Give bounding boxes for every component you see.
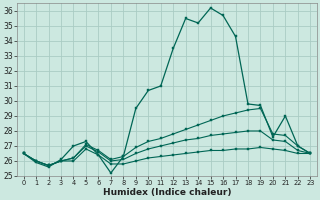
X-axis label: Humidex (Indice chaleur): Humidex (Indice chaleur) [103, 188, 231, 197]
